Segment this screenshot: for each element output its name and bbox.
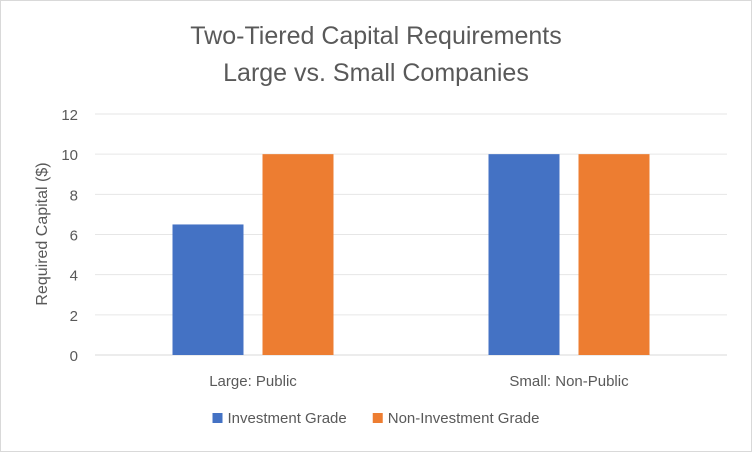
legend: Investment Grade Non-Investment Grade	[212, 410, 540, 427]
legend-label: Investment Grade	[228, 410, 347, 427]
y-tick-label: 2	[70, 308, 78, 325]
y-tick-label: 0	[70, 348, 78, 365]
legend-swatch	[372, 413, 383, 423]
y-tick-labels: 0 2 4 6 8 10 12	[61, 107, 78, 365]
legend-label: Non-Investment Grade	[388, 410, 540, 427]
x-tick-labels: Large: Public Small: Non-Public	[209, 373, 629, 390]
y-tick-label: 10	[61, 147, 78, 164]
bars	[172, 154, 650, 355]
y-axis-label: Required Capital ($)	[34, 162, 51, 305]
chart-title-line-2: Large vs. Small Companies	[223, 59, 529, 87]
bar	[172, 224, 244, 355]
legend-item: Non-Investment Grade	[372, 410, 540, 427]
bar	[262, 154, 334, 355]
y-tick-label: 4	[70, 268, 78, 285]
chart-title-line-1: Two-Tiered Capital Requirements	[190, 22, 562, 50]
y-tick-label: 8	[70, 187, 78, 204]
bar	[578, 154, 650, 355]
y-tick-label: 12	[61, 107, 78, 124]
x-tick-label: Small: Non-Public	[509, 373, 629, 390]
bar	[488, 154, 560, 355]
y-tick-label: 6	[70, 228, 78, 245]
legend-swatch	[212, 413, 223, 423]
legend-item: Investment Grade	[212, 410, 347, 427]
x-tick-label: Large: Public	[209, 373, 297, 390]
